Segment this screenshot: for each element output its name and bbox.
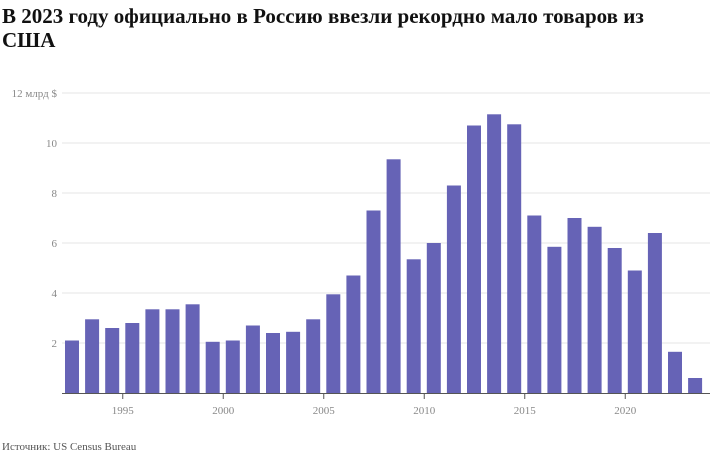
bar-2018 — [587, 226, 602, 394]
y-axis-labels: 2 4 6 8 10 12 млрд $ — [12, 88, 58, 350]
y-tick-label: 12 млрд $ — [12, 88, 58, 100]
bar-2012 — [467, 125, 481, 393]
chart-title: В 2023 году официально в Россию ввезли р… — [2, 4, 644, 52]
x-tick-label: 2010 — [413, 405, 436, 417]
x-axis-labels: 1995 2000 2005 2010 2015 2020 — [112, 405, 637, 417]
bar-2004 — [306, 319, 321, 394]
y-tick-label: 6 — [52, 238, 58, 250]
bar-2017 — [567, 218, 582, 393]
y-tick-label: 10 — [46, 138, 58, 150]
bar-2013 — [487, 114, 502, 394]
x-tick-label: 2015 — [514, 405, 537, 417]
y-tick-label: 4 — [52, 288, 58, 300]
bar-2006 — [346, 275, 361, 393]
bar-2016 — [547, 246, 562, 394]
x-tick-label: 2000 — [212, 405, 235, 417]
bar-2003 — [286, 331, 301, 394]
bar-chart: 2 4 6 8 10 12 млрд $ 1995 2000 2005 2010 2015 2020 — [12, 88, 710, 417]
bar-2014 — [507, 124, 522, 394]
bar-1999 — [205, 341, 220, 394]
bar-2015 — [527, 215, 542, 393]
bar-2022 — [668, 351, 682, 394]
bar-2000 — [225, 340, 240, 393]
bar-2008 — [386, 159, 401, 394]
bar-2011 — [446, 185, 461, 393]
bar-2001 — [245, 325, 260, 393]
bar-2009 — [406, 259, 421, 394]
x-tick-label: 2005 — [313, 405, 336, 417]
bar-2002 — [266, 333, 280, 393]
bar-1992 — [65, 340, 79, 393]
bar-2007 — [366, 210, 381, 393]
bar-2010 — [426, 243, 441, 393]
bar-2021 — [647, 233, 662, 393]
bar-1993 — [85, 319, 100, 394]
bar-1995 — [125, 323, 140, 393]
bar-2019 — [607, 248, 622, 393]
bar-2020 — [627, 270, 642, 393]
bar-1994 — [105, 328, 120, 393]
bar-1996 — [145, 309, 160, 394]
source-note: Источник: US Census Bureau — [2, 441, 137, 453]
bar-1998 — [185, 304, 200, 394]
y-tick-label: 8 — [52, 188, 58, 200]
x-tick-label: 1995 — [112, 405, 135, 417]
x-axis — [62, 393, 710, 399]
x-tick-label: 2020 — [614, 405, 637, 417]
bar-2005 — [326, 294, 341, 394]
bars — [65, 114, 703, 394]
bar-1997 — [165, 309, 180, 394]
bar-2023 — [688, 378, 703, 393]
y-tick-label: 2 — [52, 338, 58, 350]
